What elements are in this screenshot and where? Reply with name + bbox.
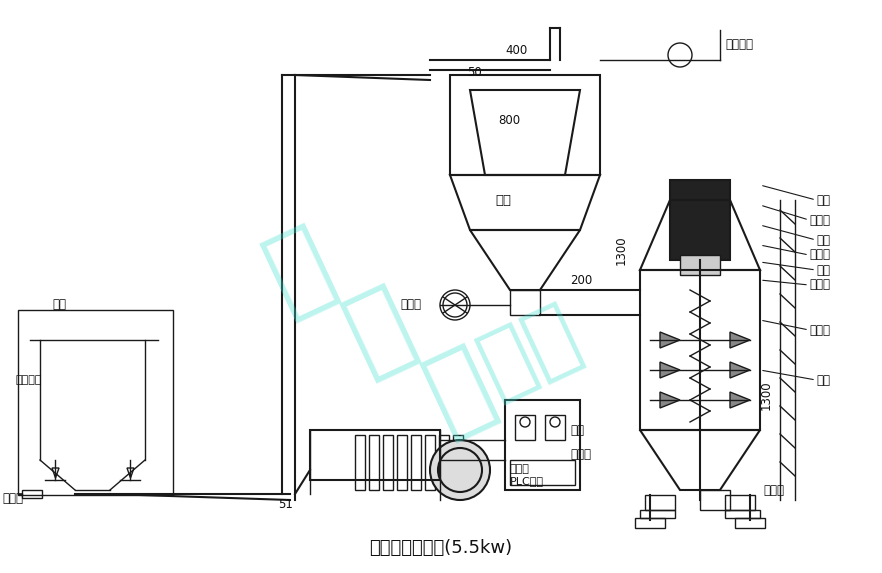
- Text: 反吹系统: 反吹系统: [725, 38, 753, 52]
- Text: 滤象: 滤象: [816, 234, 830, 246]
- Bar: [369, 435, 379, 490]
- Text: 筒体: 筒体: [816, 374, 830, 387]
- Text: 气动阀: 气动阀: [400, 299, 421, 312]
- Text: 50: 50: [467, 65, 482, 79]
- Text: 叶片: 叶片: [570, 423, 584, 437]
- Text: 200: 200: [570, 273, 592, 286]
- Text: 减速机: 减速机: [809, 214, 830, 226]
- Text: 400: 400: [505, 44, 527, 57]
- Bar: [383, 435, 393, 490]
- Bar: [635, 518, 665, 528]
- Bar: [397, 435, 407, 490]
- Bar: [725, 510, 760, 518]
- Polygon shape: [660, 362, 680, 378]
- Text: 料仓: 料仓: [495, 194, 511, 206]
- Bar: [505, 400, 580, 490]
- Bar: [411, 435, 421, 490]
- Bar: [645, 495, 675, 510]
- Bar: [510, 460, 575, 485]
- Text: 51: 51: [278, 497, 293, 511]
- Text: 配电柜
PLC系统: 配电柜 PLC系统: [510, 464, 544, 486]
- Text: 1300: 1300: [615, 235, 628, 265]
- Text: 新: 新: [333, 273, 428, 387]
- Polygon shape: [730, 392, 750, 408]
- Bar: [725, 495, 755, 510]
- Bar: [22, 490, 42, 498]
- Bar: [439, 435, 449, 490]
- Bar: [640, 510, 675, 518]
- Bar: [453, 435, 463, 490]
- Text: 福: 福: [252, 213, 348, 327]
- Bar: [680, 255, 720, 275]
- Text: 耗旋轴: 耗旋轴: [809, 324, 830, 336]
- Text: 控制柜: 控制柜: [570, 449, 591, 461]
- Bar: [310, 430, 440, 480]
- Bar: [355, 435, 365, 490]
- Text: 传动头: 传动头: [809, 278, 830, 292]
- Bar: [700, 490, 730, 510]
- Text: 二级旋涡真空泵(5.5kw): 二级旋涡真空泵(5.5kw): [370, 539, 512, 557]
- Polygon shape: [660, 392, 680, 408]
- Text: 机械: 机械: [467, 292, 593, 408]
- Polygon shape: [730, 332, 750, 348]
- Bar: [545, 415, 565, 440]
- Polygon shape: [660, 332, 680, 348]
- Text: 出料口: 出料口: [763, 484, 784, 496]
- Bar: [735, 518, 765, 528]
- Bar: [425, 435, 435, 490]
- Bar: [515, 415, 535, 440]
- Text: 补气口: 补气口: [2, 492, 23, 504]
- Bar: [510, 290, 540, 315]
- Text: 电机: 电机: [816, 194, 830, 206]
- Polygon shape: [730, 362, 750, 378]
- Text: 1300: 1300: [760, 380, 773, 410]
- Bar: [670, 180, 730, 260]
- Bar: [450, 75, 600, 175]
- Text: 分配盘: 分配盘: [809, 249, 830, 261]
- Text: 瑞: 瑞: [412, 333, 508, 446]
- Text: 转臂: 转臂: [816, 264, 830, 277]
- Text: 800: 800: [498, 113, 520, 127]
- Text: 称重系统: 称重系统: [15, 375, 41, 385]
- Circle shape: [430, 440, 490, 500]
- Bar: [18, 310, 173, 495]
- Text: 料仓: 料仓: [52, 299, 66, 312]
